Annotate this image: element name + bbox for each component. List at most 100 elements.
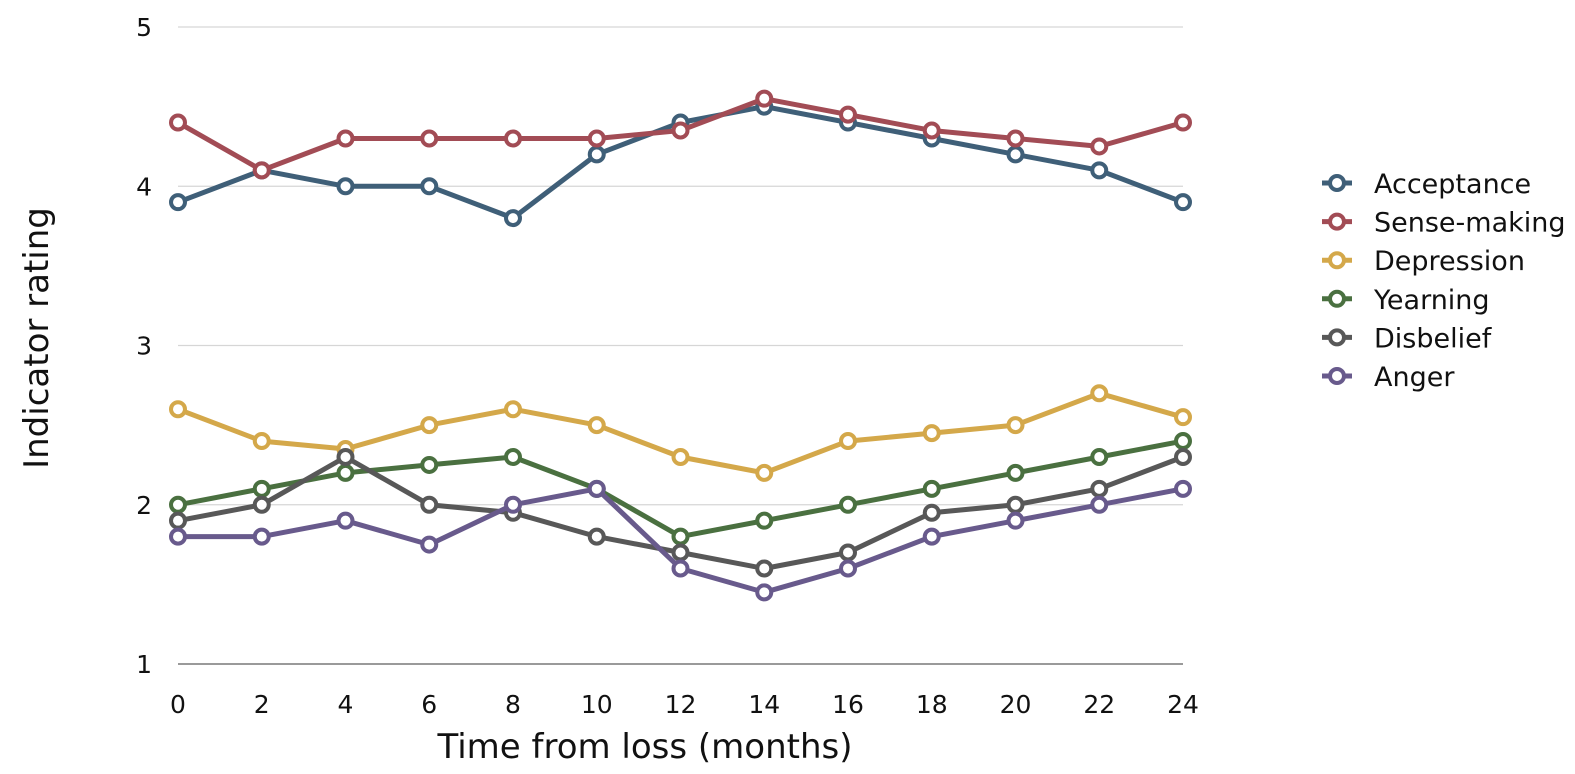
x-tick-label: 22 — [1083, 690, 1115, 719]
data-point — [252, 432, 271, 451]
data-point — [1090, 137, 1109, 156]
data-point — [1090, 447, 1109, 466]
x-tick-label: 16 — [832, 690, 864, 719]
data-point — [420, 129, 439, 148]
data-point — [839, 543, 857, 562]
data-point — [1174, 447, 1192, 466]
data-point — [169, 495, 187, 514]
data-point — [671, 447, 690, 466]
data-point — [755, 559, 774, 578]
legend-item: Anger — [1322, 362, 1455, 393]
legend-label: Sense-making — [1374, 208, 1566, 239]
data-point — [252, 479, 271, 498]
data-point — [922, 479, 941, 498]
y-axis-title: Indicator rating — [17, 207, 57, 469]
data-point — [336, 447, 355, 466]
data-point — [1174, 408, 1192, 427]
data-point — [839, 559, 857, 578]
data-point — [252, 495, 271, 514]
series-lines — [169, 89, 1192, 602]
y-tick-label: 2 — [136, 491, 152, 520]
data-point — [504, 129, 522, 148]
series-disbelief — [169, 447, 1192, 578]
data-point — [336, 177, 355, 196]
data-point — [336, 511, 355, 530]
data-point — [1174, 193, 1192, 212]
data-point — [420, 177, 439, 196]
legend-label: Yearning — [1373, 285, 1490, 316]
data-point — [1006, 416, 1025, 435]
data-point — [336, 129, 355, 148]
data-point — [504, 209, 522, 228]
data-point — [671, 121, 690, 140]
data-point — [252, 527, 271, 546]
data-point — [587, 129, 606, 148]
data-point — [169, 113, 187, 132]
x-tick-label: 18 — [916, 690, 948, 719]
x-tick-label: 0 — [170, 690, 186, 719]
data-point — [1006, 511, 1025, 530]
x-tick-label: 10 — [581, 690, 613, 719]
legend-marker — [1328, 212, 1346, 231]
data-point — [671, 543, 690, 562]
data-point — [336, 463, 355, 482]
x-tick-label: 4 — [338, 690, 354, 719]
data-point — [1090, 495, 1109, 514]
data-point — [671, 527, 690, 546]
x-axis-ticks: 0 2 4 6 8 10 12 14 16 18 20 22 24 — [170, 690, 1199, 719]
x-tick-label: 12 — [665, 690, 697, 719]
data-point — [504, 400, 522, 419]
data-point — [922, 503, 941, 522]
data-point — [1090, 384, 1109, 403]
data-point — [169, 527, 187, 546]
data-point — [1090, 479, 1109, 498]
data-point — [504, 447, 522, 466]
data-point — [587, 479, 606, 498]
x-tick-label: 8 — [505, 690, 521, 719]
data-point — [420, 495, 439, 514]
legend-item: Yearning — [1322, 285, 1490, 316]
data-point — [755, 511, 774, 530]
x-axis-title: Time from loss (months) — [436, 727, 852, 767]
data-point — [169, 400, 187, 419]
data-point — [169, 511, 187, 530]
data-point — [922, 424, 941, 443]
data-point — [504, 495, 522, 514]
data-point — [420, 416, 439, 435]
series-anger — [169, 479, 1192, 602]
series-sense-making — [169, 89, 1192, 180]
legend-label: Disbelief — [1374, 323, 1493, 354]
data-point — [839, 432, 857, 451]
x-tick-label: 20 — [1000, 690, 1032, 719]
data-point — [587, 145, 606, 164]
data-point — [755, 463, 774, 482]
data-point — [587, 416, 606, 435]
legend-marker — [1328, 251, 1346, 270]
x-tick-label: 2 — [254, 690, 270, 719]
legend-item: Disbelief — [1322, 323, 1493, 354]
data-point — [755, 583, 774, 602]
data-point — [587, 527, 606, 546]
legend-marker — [1328, 174, 1346, 192]
data-point — [922, 121, 941, 140]
y-tick-label: 5 — [136, 13, 152, 42]
x-tick-label: 14 — [748, 690, 780, 719]
data-point — [922, 527, 941, 546]
data-point — [1174, 479, 1192, 498]
x-tick-label: 6 — [421, 690, 437, 719]
data-point — [1174, 432, 1192, 451]
data-point — [169, 193, 187, 212]
legend-item: Depression — [1322, 246, 1525, 277]
legend-label: Anger — [1374, 362, 1455, 393]
legend-marker — [1328, 367, 1346, 385]
data-point — [1006, 145, 1025, 164]
series-depression — [169, 384, 1192, 482]
legend-item: Sense-making — [1322, 208, 1566, 239]
series-acceptance — [169, 97, 1192, 228]
data-point — [1090, 161, 1109, 180]
legend-marker — [1328, 289, 1346, 308]
legend-label: Acceptance — [1374, 169, 1531, 200]
data-point — [1006, 495, 1025, 514]
data-point — [420, 455, 439, 474]
